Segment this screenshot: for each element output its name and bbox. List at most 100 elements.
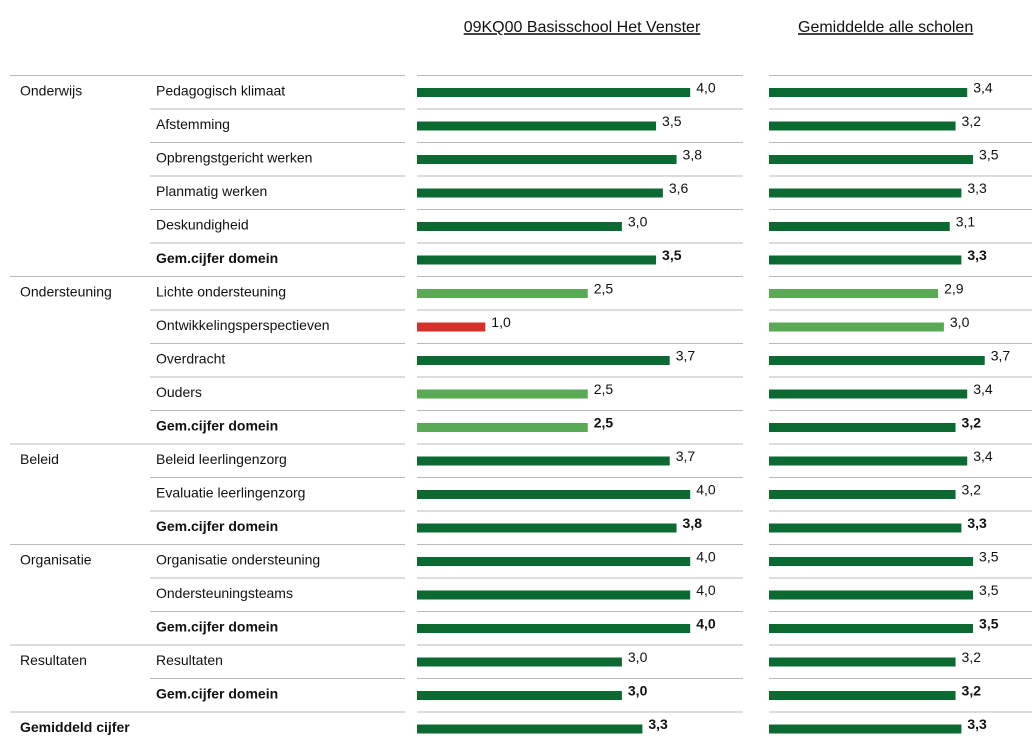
bar [417, 289, 588, 298]
value-label: 2,9 [944, 281, 964, 297]
bar [769, 490, 956, 499]
value-label: 3,2 [962, 683, 982, 699]
bar [769, 255, 962, 265]
item-label: Organisatie ondersteuning [156, 552, 320, 568]
bar [417, 255, 657, 265]
item-label: Pedagogisch klimaat [156, 83, 285, 99]
item-label: Ontwikkelingsperspectieven [156, 317, 330, 333]
value-label: 3,5 [979, 582, 999, 598]
value-label: 3,3 [967, 716, 987, 732]
bar [417, 389, 588, 399]
item-label: Gem.cijfer domein [156, 518, 278, 534]
bar [417, 456, 670, 466]
item-label: Overdracht [156, 351, 225, 367]
item-label: Ouders [156, 384, 202, 400]
bar [417, 490, 691, 499]
bar [417, 691, 622, 700]
bar [769, 724, 962, 734]
value-label: 3,8 [683, 147, 703, 163]
column-header: Gemiddelde alle scholen [798, 19, 973, 36]
domain-label: Beleid [20, 451, 59, 467]
domain-label: Organisatie [20, 552, 92, 568]
bar [769, 356, 985, 365]
bar [769, 557, 974, 566]
value-label: 3,7 [676, 448, 696, 464]
value-label: 2,5 [594, 281, 614, 297]
bar [769, 523, 962, 533]
bar [417, 657, 622, 667]
bar [769, 624, 974, 633]
item-label: Planmatig werken [156, 183, 267, 199]
bar [417, 624, 691, 633]
value-label: 3,3 [967, 515, 987, 531]
bar [769, 222, 950, 231]
value-label: 3,0 [628, 683, 648, 699]
bar [769, 691, 956, 700]
item-label: Beleid leerlingenzorg [156, 451, 287, 467]
value-label: 3,4 [973, 381, 993, 397]
bar [417, 423, 588, 432]
value-label: 3,0 [950, 314, 970, 330]
bar [769, 121, 956, 131]
value-label: 2,5 [594, 381, 614, 397]
domain-label: Onderwijs [20, 83, 82, 99]
bar [417, 188, 663, 198]
value-label: 4,0 [696, 549, 716, 565]
bar [769, 657, 956, 667]
value-label: 3,3 [967, 180, 987, 196]
bar [769, 590, 974, 600]
value-label: 3,0 [628, 214, 648, 230]
item-label: Gem.cijfer domein [156, 619, 278, 635]
value-label: 4,0 [696, 582, 716, 598]
value-label: 2,5 [594, 415, 614, 431]
value-label: 3,7 [676, 348, 696, 364]
column-header: 09KQ00 Basisschool Het Venster [464, 19, 701, 36]
value-label: 4,0 [696, 616, 716, 632]
value-label: 3,2 [962, 482, 982, 498]
value-label: 3,4 [973, 448, 993, 464]
item-label: Evaluatie leerlingenzorg [156, 485, 305, 501]
item-label: Opbrengstgericht werken [156, 150, 312, 166]
value-label: 4,0 [696, 80, 716, 96]
value-label: 1,0 [491, 314, 511, 330]
bar [417, 356, 670, 365]
item-label: Gem.cijfer domein [156, 418, 278, 434]
bar [417, 121, 657, 131]
item-label: Lichte ondersteuning [156, 284, 286, 300]
domain-label: Resultaten [20, 652, 87, 668]
value-label: 3,0 [628, 649, 648, 665]
value-label: 3,1 [956, 214, 976, 230]
bar [769, 155, 974, 164]
value-label: 4,0 [696, 482, 716, 498]
value-label: 3,5 [979, 549, 999, 565]
bar [769, 88, 968, 97]
bar [417, 590, 691, 600]
bar [769, 322, 944, 332]
value-label: 3,5 [979, 616, 999, 632]
item-label: Deskundigheid [156, 217, 249, 233]
value-label: 3,6 [669, 180, 689, 196]
value-label: 3,7 [991, 348, 1011, 364]
bar [417, 322, 486, 332]
item-label: Gem.cijfer domein [156, 686, 278, 702]
value-label: 3,3 [648, 716, 668, 732]
value-label: 3,5 [979, 147, 999, 163]
bar [769, 188, 962, 198]
item-label: Resultaten [156, 652, 223, 668]
bar [769, 423, 956, 432]
item-label: Gem.cijfer domein [156, 250, 278, 266]
total-label: Gemiddeld cijfer [20, 719, 130, 735]
value-label: 3,4 [973, 80, 993, 96]
value-label: 3,2 [962, 415, 982, 431]
bar [769, 389, 968, 399]
value-label: 3,5 [662, 247, 682, 263]
value-label: 3,2 [962, 649, 982, 665]
bar [417, 523, 677, 533]
bar [769, 289, 939, 298]
domain-label: Ondersteuning [20, 284, 112, 300]
bar [417, 724, 643, 734]
value-label: 3,5 [662, 113, 682, 129]
item-label: Afstemming [156, 116, 230, 132]
value-label: 3,2 [962, 113, 982, 129]
